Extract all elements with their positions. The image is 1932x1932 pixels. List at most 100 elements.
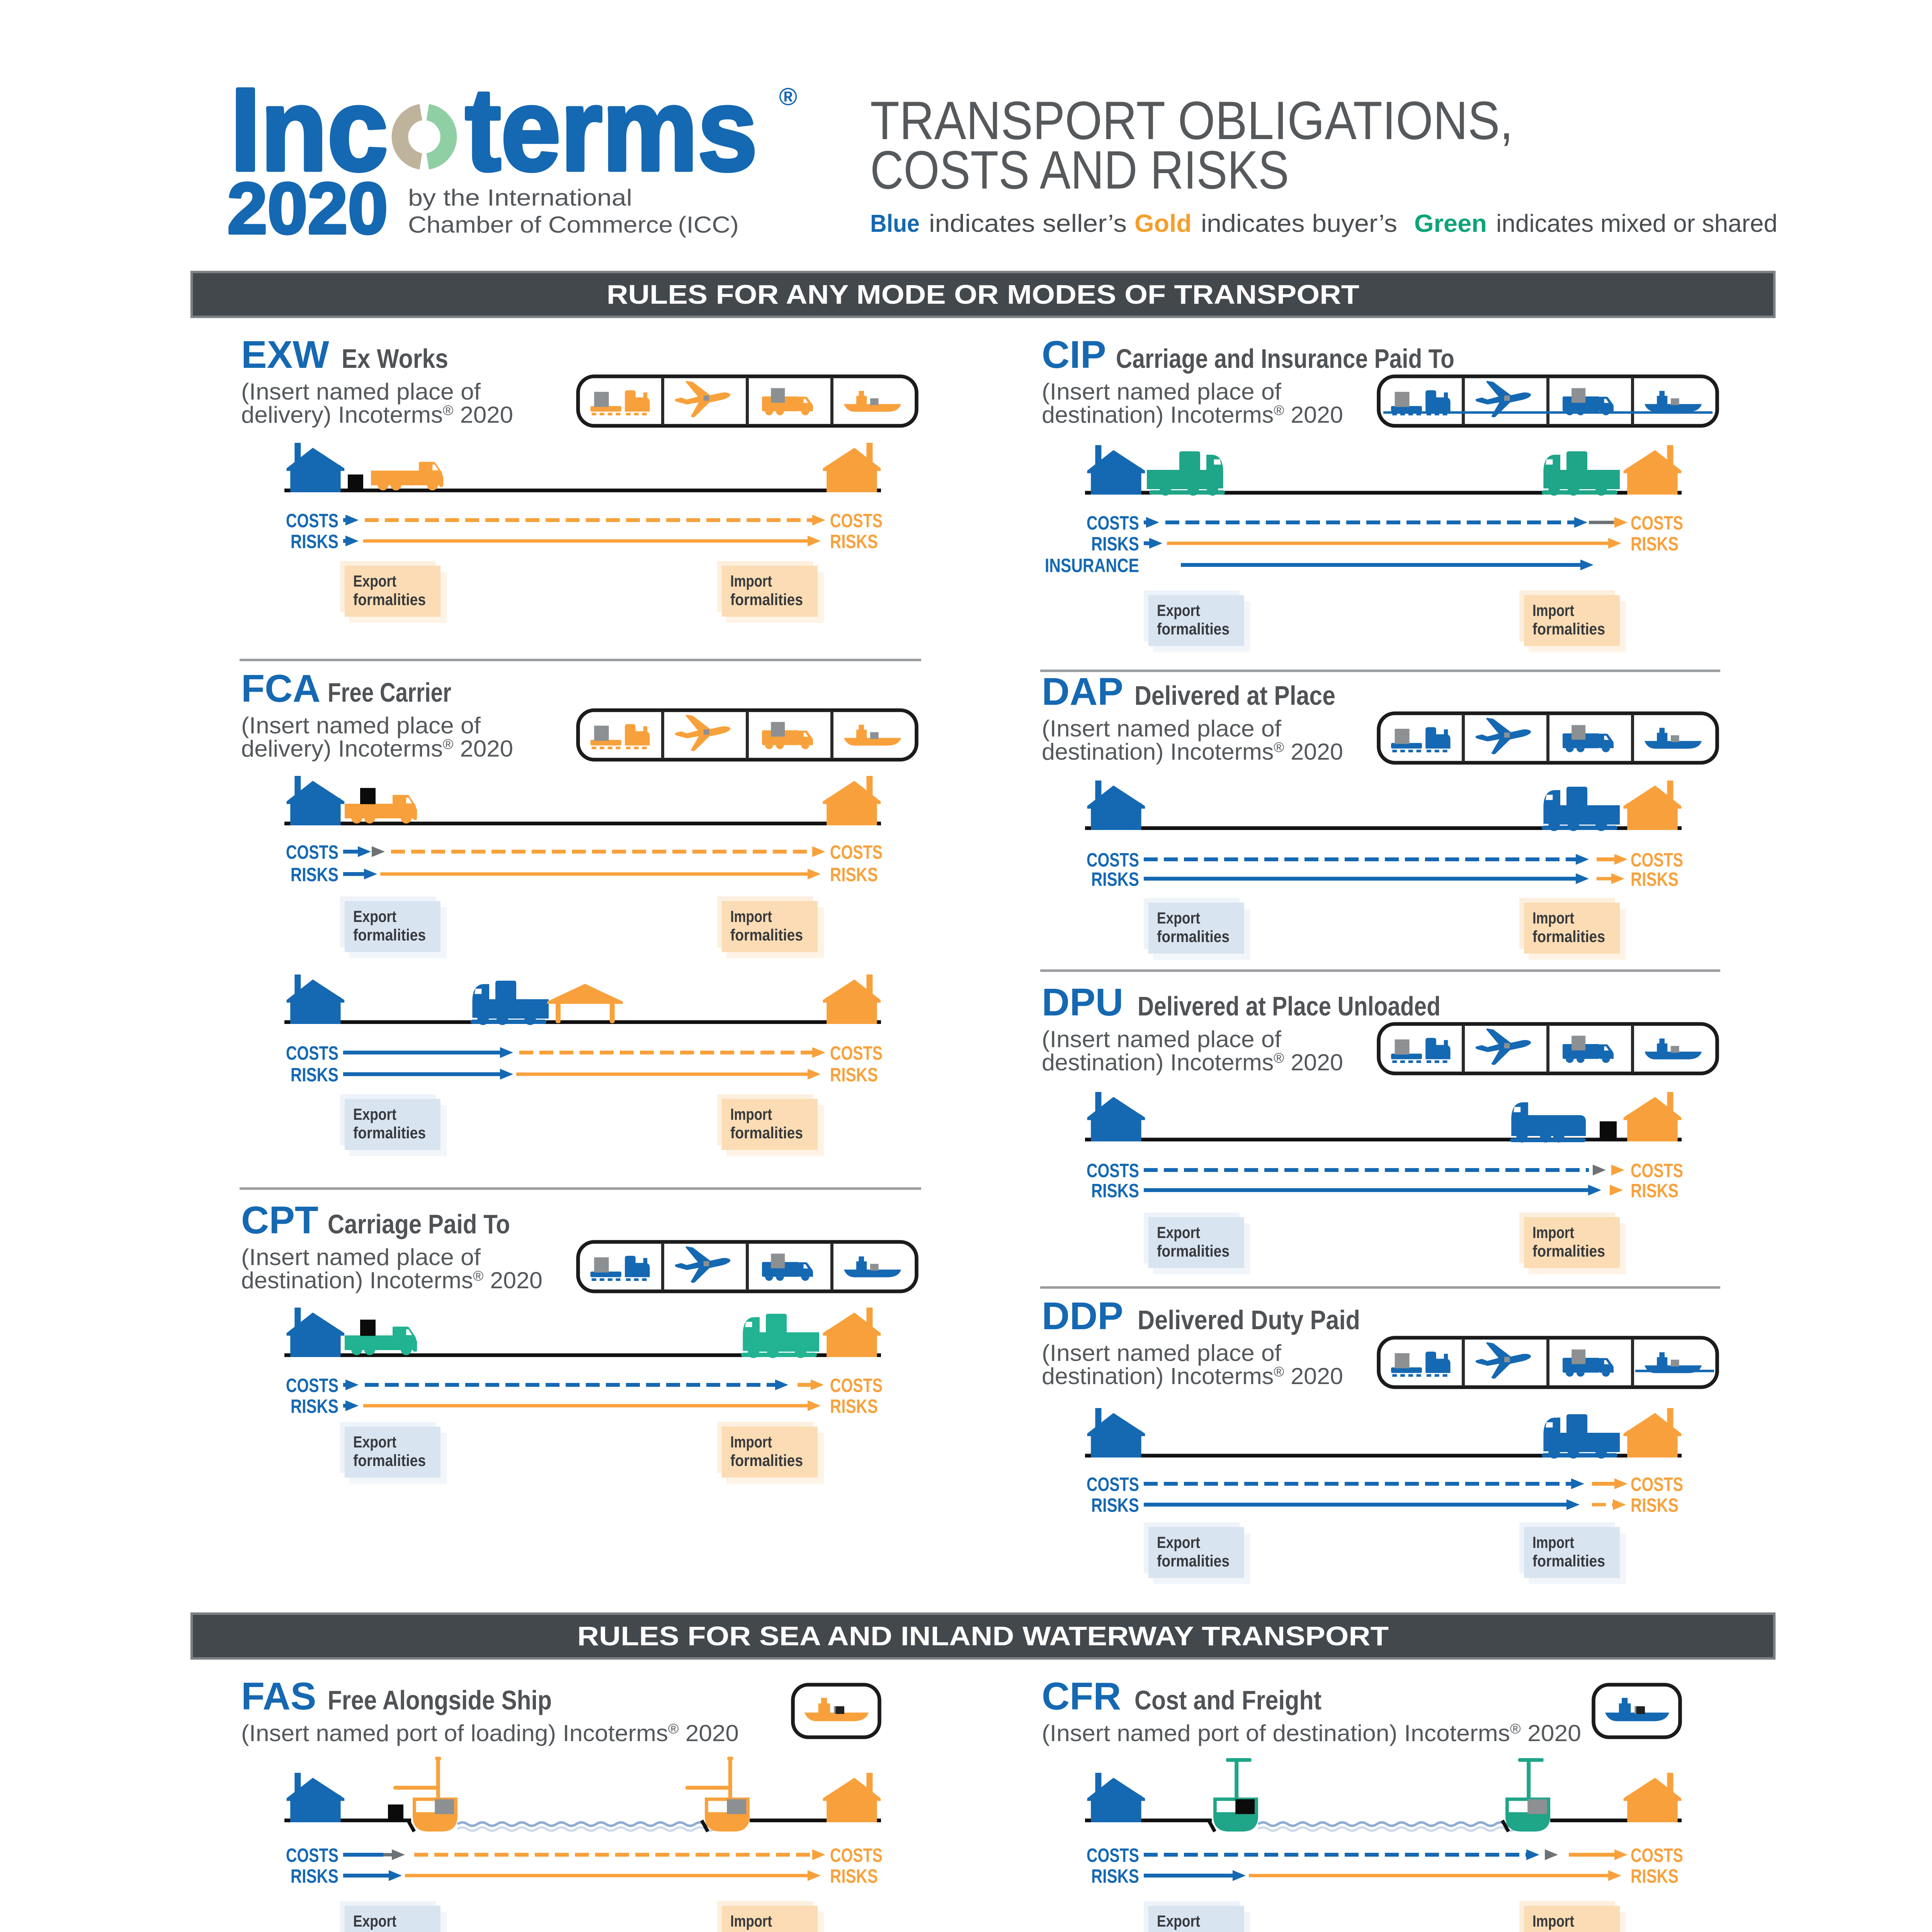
svg-text:CIP: CIP bbox=[1042, 333, 1106, 376]
svg-text:TRANSPORT OBLIGATIONS,: TRANSPORT OBLIGATIONS, bbox=[870, 90, 1513, 151]
svg-text:formalities: formalities bbox=[730, 1451, 803, 1469]
svg-text:COSTS: COSTS bbox=[1631, 1473, 1683, 1495]
svg-text:Blue: Blue bbox=[870, 209, 920, 237]
svg-text:formalities: formalities bbox=[353, 590, 426, 609]
svg-text:delivery) Incoterms® 2020: delivery) Incoterms ® 2020 bbox=[241, 402, 513, 428]
svg-text:Green: Green bbox=[1414, 209, 1487, 237]
svg-text:RISKS: RISKS bbox=[1631, 1494, 1679, 1516]
svg-text:COSTS: COSTS bbox=[286, 841, 338, 863]
svg-text:DDP: DDP bbox=[1042, 1294, 1123, 1338]
svg-text:Import: Import bbox=[1532, 1912, 1574, 1930]
svg-text:COSTS: COSTS bbox=[286, 1844, 338, 1866]
svg-text:Carriage and Insurance Paid To: Carriage and Insurance Paid To bbox=[1116, 344, 1454, 374]
svg-text:RISKS: RISKS bbox=[291, 1395, 338, 1417]
svg-text:Ex Works: Ex Works bbox=[342, 344, 448, 374]
svg-text:indicates buyer’s: indicates buyer’s bbox=[1201, 209, 1397, 237]
svg-text:formalities: formalities bbox=[353, 926, 426, 944]
svg-text:Cost and Freight: Cost and Freight bbox=[1134, 1685, 1321, 1715]
svg-text:Import: Import bbox=[1532, 909, 1574, 927]
svg-text:EXW: EXW bbox=[241, 333, 329, 376]
svg-text:RISKS: RISKS bbox=[830, 1395, 878, 1417]
svg-text:2020: 2020 bbox=[227, 168, 388, 249]
svg-text:RISKS: RISKS bbox=[291, 864, 338, 885]
svg-text:destination) Incoterms® 2020: destination) Incoterms ® 2020 bbox=[241, 1267, 543, 1293]
svg-text:COSTS AND RISKS: COSTS AND RISKS bbox=[870, 139, 1289, 200]
svg-text:(Insert named port of destinat: (Insert named port of destination) Incot… bbox=[1042, 1720, 1581, 1746]
svg-text:Import: Import bbox=[730, 907, 772, 925]
svg-text:CFR: CFR bbox=[1042, 1675, 1121, 1718]
svg-text:RISKS: RISKS bbox=[1631, 533, 1679, 554]
svg-text:formalities: formalities bbox=[730, 1124, 803, 1142]
svg-text:®: ® bbox=[779, 83, 797, 111]
svg-text:Import: Import bbox=[730, 1433, 772, 1451]
svg-text:RISKS: RISKS bbox=[830, 1064, 878, 1085]
svg-text:COSTS: COSTS bbox=[1631, 1160, 1683, 1181]
svg-text:RISKS: RISKS bbox=[1631, 1180, 1679, 1201]
svg-text:RISKS: RISKS bbox=[830, 1865, 878, 1887]
svg-text:(Insert named place of: (Insert named place of bbox=[1042, 379, 1281, 405]
svg-text:(Insert named port of loading): (Insert named port of loading) Incoterms… bbox=[241, 1720, 739, 1746]
svg-text:COSTS: COSTS bbox=[286, 510, 338, 531]
svg-text:Delivered at Place: Delivered at Place bbox=[1134, 680, 1335, 711]
svg-text:COSTS: COSTS bbox=[830, 1844, 883, 1866]
svg-text:RISKS: RISKS bbox=[291, 1064, 338, 1085]
svg-text:RISKS: RISKS bbox=[1091, 868, 1139, 890]
svg-text:Export: Export bbox=[1157, 601, 1200, 619]
svg-text:RISKS: RISKS bbox=[1631, 1865, 1679, 1887]
svg-text:Export: Export bbox=[353, 572, 396, 590]
svg-text:formalities: formalities bbox=[353, 1930, 426, 1932]
svg-text:RISKS: RISKS bbox=[830, 864, 878, 885]
svg-text:COSTS: COSTS bbox=[830, 841, 883, 863]
svg-text:RISKS: RISKS bbox=[1631, 868, 1679, 890]
svg-text:Export: Export bbox=[1157, 1533, 1200, 1551]
svg-text:Export: Export bbox=[353, 907, 396, 925]
svg-text:formalities: formalities bbox=[1157, 1242, 1230, 1260]
svg-text:Delivered Duty Paid: Delivered Duty Paid bbox=[1138, 1305, 1360, 1335]
svg-text:Export: Export bbox=[353, 1433, 396, 1451]
svg-text:formalities: formalities bbox=[1157, 1552, 1230, 1570]
svg-text:Gold: Gold bbox=[1134, 209, 1192, 237]
svg-text:Export: Export bbox=[353, 1912, 396, 1930]
svg-text:destination) Incoterms® 2020: destination) Incoterms ® 2020 bbox=[1042, 739, 1343, 765]
svg-text:formalities: formalities bbox=[1157, 927, 1230, 946]
svg-text:Import: Import bbox=[730, 1912, 772, 1930]
svg-text:Import: Import bbox=[1532, 601, 1574, 619]
svg-text:COSTS: COSTS bbox=[1087, 1160, 1139, 1181]
svg-text:(Insert named place of: (Insert named place of bbox=[1042, 716, 1281, 742]
svg-text:RISKS: RISKS bbox=[1091, 1865, 1139, 1887]
svg-text:destination) Incoterms® 2020: destination) Incoterms ® 2020 bbox=[1042, 402, 1343, 428]
svg-text:Import: Import bbox=[1532, 1223, 1574, 1242]
svg-text:formalities: formalities bbox=[730, 1930, 803, 1932]
svg-text:Inc: Inc bbox=[230, 64, 388, 195]
svg-text:COSTS: COSTS bbox=[1087, 1844, 1139, 1866]
svg-text:COSTS: COSTS bbox=[1087, 849, 1139, 871]
svg-text:(Insert named place of: (Insert named place of bbox=[1042, 1026, 1281, 1052]
svg-text:formalities: formalities bbox=[1532, 620, 1605, 638]
svg-text:COSTS: COSTS bbox=[1631, 1844, 1683, 1866]
svg-text:destination) Incoterms® 2020: destination) Incoterms ® 2020 bbox=[1042, 1049, 1343, 1075]
svg-text:FCA: FCA bbox=[241, 667, 321, 710]
svg-text:formalities: formalities bbox=[353, 1124, 426, 1142]
svg-text:RISKS: RISKS bbox=[1091, 1180, 1139, 1201]
svg-text:RISKS: RISKS bbox=[291, 531, 338, 552]
svg-text:RISKS: RISKS bbox=[830, 531, 878, 552]
svg-text:(Insert named place of: (Insert named place of bbox=[241, 713, 481, 738]
svg-text:Import: Import bbox=[730, 1105, 772, 1123]
svg-text:indicates seller’s: indicates seller’s bbox=[929, 209, 1127, 237]
svg-text:COSTS: COSTS bbox=[1087, 512, 1139, 534]
svg-text:formalities: formalities bbox=[353, 1451, 426, 1469]
svg-text:formalities: formalities bbox=[1157, 620, 1230, 638]
svg-text:COSTS: COSTS bbox=[1087, 1473, 1139, 1495]
svg-text:indicates mixed or shared: indicates mixed or shared bbox=[1496, 209, 1777, 237]
svg-text:DAP: DAP bbox=[1042, 670, 1123, 713]
svg-text:formalities: formalities bbox=[1532, 1930, 1605, 1932]
svg-text:formalities: formalities bbox=[1532, 927, 1605, 946]
svg-text:formalities: formalities bbox=[1532, 1552, 1605, 1570]
svg-text:COSTS: COSTS bbox=[830, 1042, 883, 1064]
svg-text:Chamber of Commerce (ICC): Chamber of Commerce (ICC) bbox=[408, 212, 739, 238]
svg-text:formalities: formalities bbox=[1532, 1242, 1605, 1260]
svg-text:(Insert named place of: (Insert named place of bbox=[241, 379, 481, 405]
svg-text:RISKS: RISKS bbox=[291, 1865, 338, 1887]
svg-text:COSTS: COSTS bbox=[286, 1042, 338, 1064]
svg-text:terms: terms bbox=[465, 64, 757, 195]
